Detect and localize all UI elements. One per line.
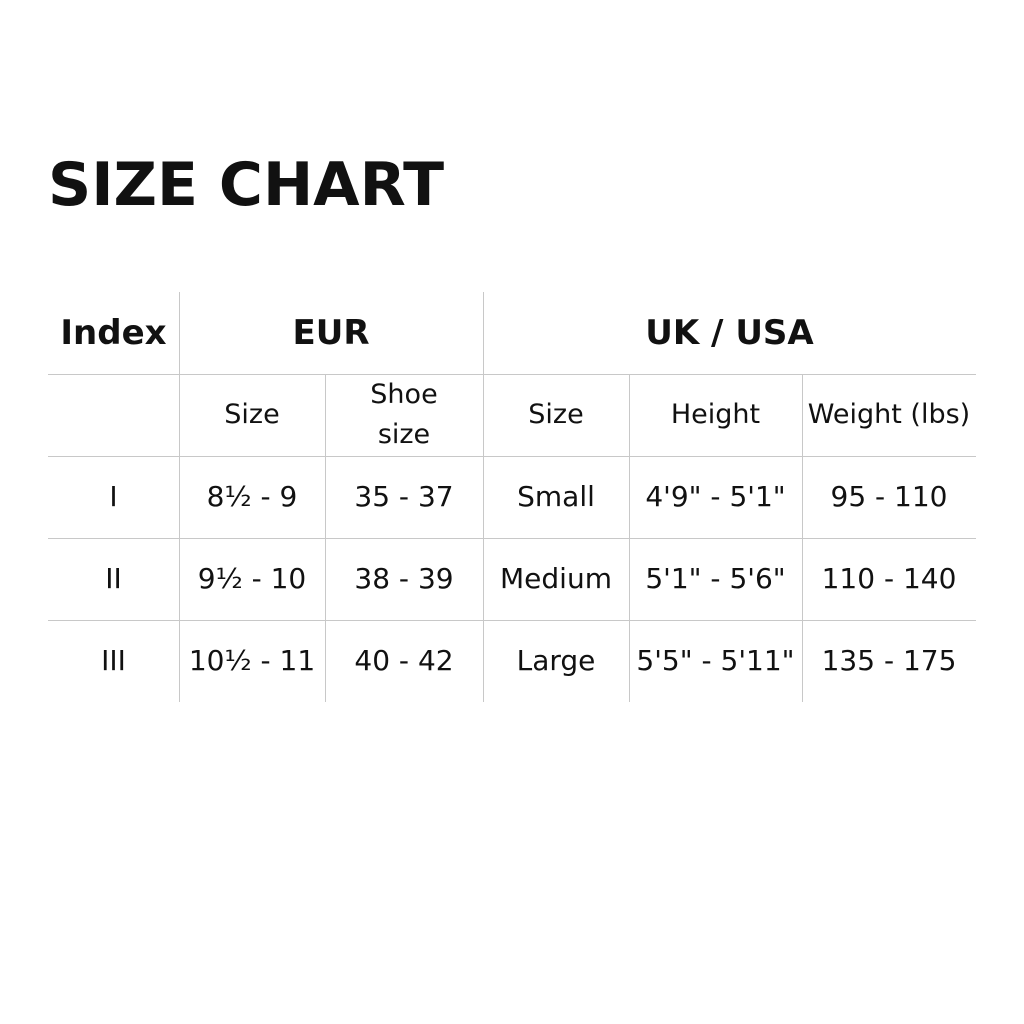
cell-weight: 110 - 140 bbox=[821, 562, 957, 595]
row-divider bbox=[48, 456, 976, 457]
row-divider bbox=[48, 538, 976, 539]
cell-index: III bbox=[101, 644, 126, 677]
cell-eur-size: 10½ - 11 bbox=[188, 644, 316, 677]
cell-us-size: Medium bbox=[500, 562, 612, 595]
cell-eur-shoe-size: 38 - 39 bbox=[354, 562, 454, 595]
column-divider bbox=[325, 374, 326, 702]
page-title: SIZE CHART bbox=[48, 150, 445, 220]
cell-us-size: Small bbox=[517, 480, 595, 513]
subheader-eur-size: Size bbox=[224, 399, 280, 430]
cell-eur-shoe-size: 40 - 42 bbox=[354, 644, 454, 677]
subheader-eur-shoe-size: Shoe size bbox=[370, 379, 438, 450]
cell-index: I bbox=[109, 480, 118, 513]
cell-height: 5'1" - 5'6" bbox=[645, 562, 786, 595]
cell-height: 4'9" - 5'1" bbox=[645, 480, 786, 513]
row-divider bbox=[48, 374, 976, 375]
cell-eur-shoe-size: 35 - 37 bbox=[354, 480, 454, 513]
cell-weight: 95 - 110 bbox=[830, 480, 948, 513]
cell-index: II bbox=[105, 562, 122, 595]
cell-height: 5'5" - 5'11" bbox=[636, 644, 795, 677]
column-divider bbox=[629, 374, 630, 702]
cell-eur-size: 8½ - 9 bbox=[206, 480, 298, 513]
header-uk-usa: UK / USA bbox=[645, 313, 814, 353]
column-divider bbox=[802, 374, 803, 702]
subheader-height: Height bbox=[670, 399, 761, 430]
column-divider bbox=[179, 292, 180, 702]
header-index: Index bbox=[60, 313, 167, 353]
row-divider bbox=[48, 620, 976, 621]
header-eur: EUR bbox=[292, 313, 370, 353]
subheader-index bbox=[48, 374, 179, 456]
subheader-weight: Weight (lbs) bbox=[807, 399, 971, 430]
cell-us-size: Large bbox=[516, 644, 596, 677]
column-divider bbox=[483, 292, 484, 702]
cell-eur-size: 9½ - 10 bbox=[197, 562, 307, 595]
cell-weight: 135 - 175 bbox=[821, 644, 957, 677]
subheader-us-size: Size bbox=[528, 399, 584, 430]
